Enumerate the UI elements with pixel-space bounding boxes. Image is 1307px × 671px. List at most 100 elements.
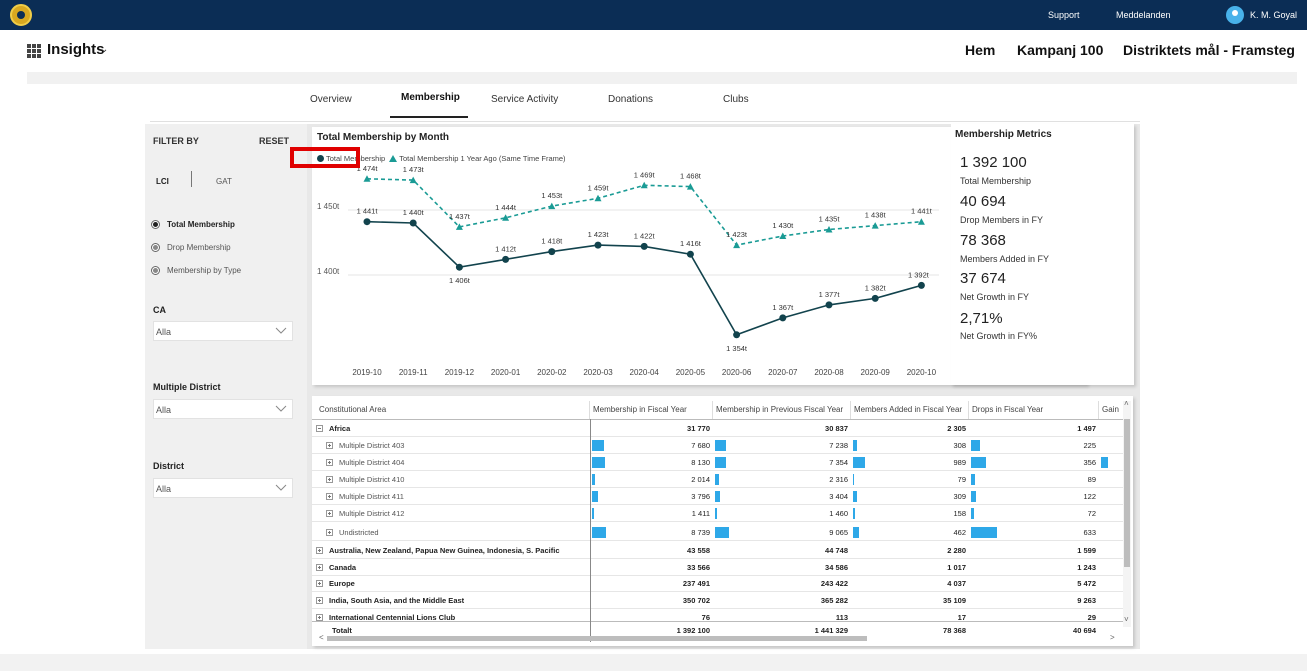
data-point[interactable] [548, 248, 556, 256]
horizontal-scroll-thumb[interactable] [327, 636, 867, 641]
slicer-multiple-district[interactable]: Alla [153, 399, 293, 419]
support-link[interactable]: Support [1048, 10, 1080, 20]
data-point[interactable] [363, 218, 371, 226]
data-point[interactable] [871, 222, 879, 229]
data-point[interactable] [825, 301, 833, 309]
legend-total-membership[interactable]: Total Membership [326, 154, 386, 163]
chevron-down-icon[interactable] [274, 480, 288, 494]
chevron-down-icon[interactable] [274, 401, 288, 415]
column-header-gain[interactable]: Gain [1102, 405, 1119, 414]
slicer-district[interactable]: Alla [153, 478, 293, 498]
row-label[interactable]: Undistricted [316, 524, 588, 541]
scroll-down-icon[interactable]: ˅ [1124, 615, 1129, 624]
toggle-lci[interactable]: LCI [156, 177, 169, 186]
row-label[interactable]: Multiple District 412 [316, 505, 588, 522]
expand-icon[interactable] [326, 529, 333, 536]
user-name[interactable]: K. M. Goyal [1250, 10, 1298, 20]
scroll-right-icon[interactable]: ˃ [1110, 633, 1115, 642]
data-point[interactable] [455, 263, 463, 271]
table-row[interactable]: Australia, New Zealand, Papua New Guinea… [312, 542, 1124, 559]
row-label[interactable]: Multiple District 411 [316, 488, 588, 505]
reset-button[interactable]: RESET [259, 136, 290, 146]
data-point[interactable] [779, 232, 787, 240]
expand-icon[interactable] [316, 597, 323, 604]
tab-overview[interactable]: Overview [310, 94, 352, 105]
row-label[interactable]: Multiple District 404 [316, 454, 588, 471]
data-point[interactable] [409, 176, 417, 184]
data-point[interactable] [594, 241, 602, 249]
nav-home[interactable]: Hem [965, 42, 996, 58]
chevron-down-icon[interactable] [274, 323, 288, 337]
legend-year-ago[interactable]: Total Membership 1 Year Ago (Same Time F… [399, 154, 566, 163]
data-point[interactable] [733, 241, 741, 249]
radio-total-membership[interactable] [151, 220, 160, 229]
table-row[interactable]: India, South Asia, and the Middle East 35… [312, 592, 1124, 609]
row-label[interactable]: International Centennial Lions Club [316, 609, 588, 626]
data-point[interactable] [825, 226, 833, 233]
expand-icon[interactable] [326, 476, 333, 483]
column-header-area[interactable]: Constitutional Area [316, 401, 590, 419]
tab-membership[interactable]: Membership [401, 92, 460, 103]
data-point[interactable] [917, 218, 925, 225]
column-header-membership-fy[interactable]: Membership in Fiscal Year [590, 401, 713, 419]
data-point[interactable] [455, 223, 463, 230]
row-label[interactable]: Multiple District 403 [316, 437, 588, 454]
chevron-down-icon[interactable]: ⌄ [100, 44, 109, 55]
table-child-row[interactable]: Multiple District 411 3 796 3 404 309 122 [312, 488, 1124, 505]
column-header-membership-prev-fy[interactable]: Membership in Previous Fiscal Year [713, 401, 851, 419]
data-point[interactable] [686, 183, 694, 190]
data-point[interactable] [640, 181, 648, 189]
data-point[interactable] [686, 250, 694, 258]
user-avatar-icon[interactable] [1226, 6, 1244, 24]
tab-donations[interactable]: Donations [608, 94, 654, 105]
vertical-scrollbar[interactable]: ˄ ˅ [1123, 399, 1131, 627]
table-row[interactable]: Canada 33 566 34 586 1 017 1 243 [312, 559, 1124, 576]
expand-icon[interactable] [316, 564, 323, 571]
row-label[interactable]: India, South Asia, and the Middle East [316, 592, 588, 609]
expand-icon[interactable] [326, 442, 333, 449]
tab-clubs[interactable]: Clubs [723, 94, 749, 105]
row-label[interactable]: Canada [316, 559, 588, 576]
column-header-drops[interactable]: Drops in Fiscal Year [969, 401, 1099, 419]
radio-drop-membership-label[interactable]: Drop Membership [167, 243, 231, 252]
table-row[interactable]: Africa 31 770 30 837 2 305 1 497 [312, 420, 1124, 437]
toggle-gat[interactable]: GAT [216, 177, 232, 186]
data-point[interactable] [548, 202, 556, 210]
tab-service-activity[interactable]: Service Activity [491, 94, 559, 105]
app-title[interactable]: Insights [47, 41, 105, 58]
collapse-icon[interactable] [316, 425, 323, 432]
nav-campaign-100[interactable]: Kampanj 100 [1017, 42, 1104, 58]
row-label[interactable]: Africa [316, 420, 588, 437]
table-child-row[interactable]: Multiple District 404 8 130 7 354 989 356 [312, 454, 1124, 471]
data-point[interactable] [733, 331, 741, 339]
table-child-row[interactable]: Multiple District 403 7 680 7 238 308 225 [312, 437, 1124, 454]
radio-membership-by-type-label[interactable]: Membership by Type [167, 266, 242, 275]
app-launcher-icon[interactable] [27, 44, 41, 58]
nav-district-goals[interactable]: Distriktets mål - Framsteg [1123, 42, 1295, 58]
data-point[interactable] [502, 255, 510, 263]
data-point[interactable] [502, 214, 510, 221]
table-row[interactable]: Europe 237 491 243 422 4 037 5 472 [312, 575, 1124, 592]
scroll-up-icon[interactable]: ˄ [1124, 399, 1129, 408]
data-point[interactable] [917, 281, 925, 289]
data-point[interactable] [363, 175, 371, 182]
scroll-left-icon[interactable]: ˂ [319, 633, 324, 642]
column-header-members-added[interactable]: Members Added in Fiscal Year [851, 401, 969, 419]
radio-total-membership-label[interactable]: Total Membership [167, 220, 235, 229]
table-child-row[interactable]: Multiple District 412 1 411 1 460 158 72 [312, 505, 1124, 522]
row-label[interactable]: Europe [316, 575, 588, 592]
expand-icon[interactable] [326, 493, 333, 500]
radio-drop-membership[interactable] [151, 243, 160, 252]
expand-icon[interactable] [316, 580, 323, 587]
data-point[interactable] [779, 314, 787, 322]
table-child-row[interactable]: Undistricted 8 739 9 065 462 633 [312, 524, 1124, 541]
table-child-row[interactable]: Multiple District 410 2 014 2 316 79 89 [312, 471, 1124, 488]
vertical-scroll-thumb[interactable] [1124, 419, 1130, 567]
expand-icon[interactable] [316, 614, 323, 621]
data-point[interactable] [409, 219, 417, 227]
horizontal-scrollbar[interactable]: ˂ ˃ [319, 633, 1116, 642]
data-point[interactable] [871, 294, 879, 302]
data-point[interactable] [594, 194, 602, 202]
row-label[interactable]: Australia, New Zealand, Papua New Guinea… [316, 542, 588, 559]
expand-icon[interactable] [316, 547, 323, 554]
